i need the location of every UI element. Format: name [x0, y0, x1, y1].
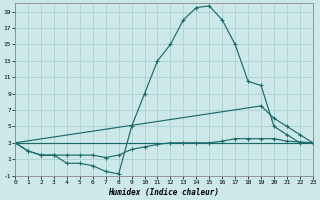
- X-axis label: Humidex (Indice chaleur): Humidex (Indice chaleur): [108, 188, 220, 197]
